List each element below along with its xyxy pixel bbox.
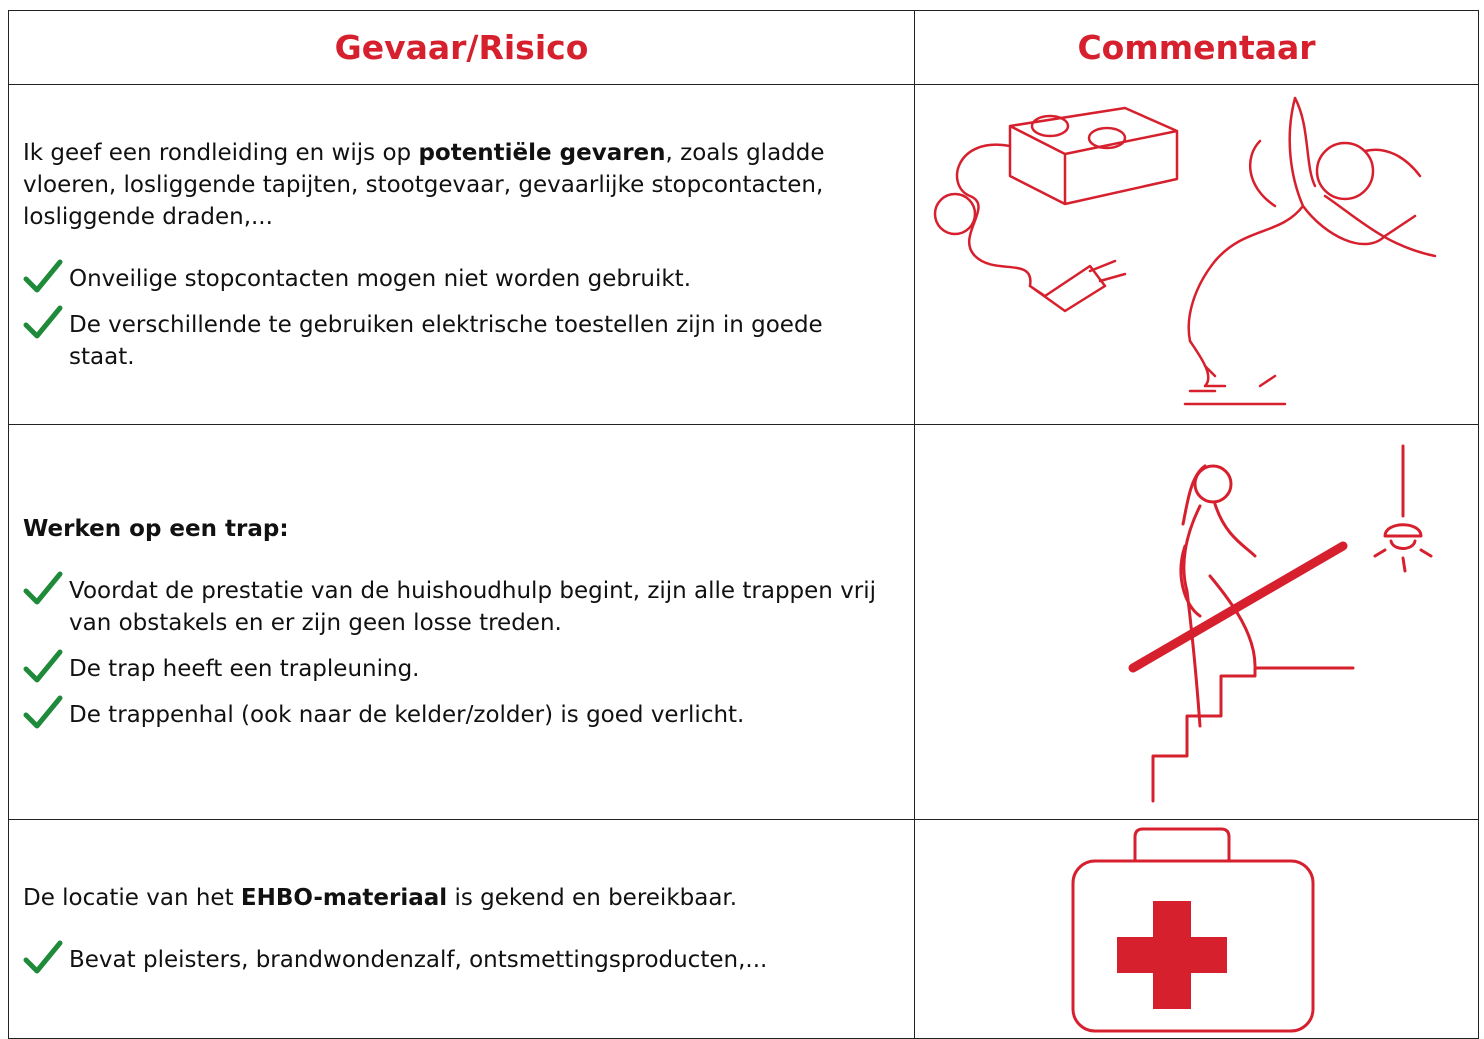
row: Werken op een trap: Voordat de prestatie…: [8, 424, 1479, 820]
check-icon: [23, 305, 63, 338]
check-icon: [23, 571, 63, 605]
cell: De locatie van het EHBO-materiaal is gek…: [8, 819, 915, 1039]
text: Ik geef een rondleiding en wijs op: [23, 139, 419, 166]
intro: De locatie van het EHBO-materiaal is gek…: [23, 882, 894, 914]
bold-text: EHBO-materiaal: [240, 885, 448, 911]
check-text: De verschillende te gebruiken elektrisch…: [69, 311, 823, 370]
header-cell: Gevaar/Risico: [8, 10, 915, 85]
cell-text: Ik geef een rondleiding en wijs op poten…: [9, 137, 914, 373]
check-text: Bevat pleisters, brandwondenzalf, ontsme…: [69, 947, 768, 973]
hazard-illustration: [933, 96, 1437, 405]
risk-table: Gevaar/Risico Commentaar Ik geef een ron…: [8, 10, 1479, 1039]
check-icon: [23, 649, 63, 683]
intro: Werken op een trap:: [23, 513, 894, 545]
check-icon: [23, 259, 63, 292]
check-text: Onveilige stopcontacten mogen niet worde…: [69, 265, 692, 292]
text: De locatie van het: [23, 885, 241, 911]
check-item: De verschillende te gebruiken elektrisch…: [23, 305, 894, 373]
intro: Ik geef een rondleiding en wijs op poten…: [23, 137, 894, 233]
check-text: Voordat de prestatie van de huishoudhulp…: [69, 578, 877, 636]
row: De locatie van het EHBO-materiaal is gek…: [8, 819, 1479, 1039]
check-text: De trappenhal (ook naar de kelder/zolder…: [69, 702, 745, 728]
header-cell: Commentaar: [914, 10, 1479, 85]
cell-text: Werken op een trap: Voordat de prestatie…: [9, 513, 914, 731]
check-item: Bevat pleisters, brandwondenzalf, ontsme…: [23, 940, 894, 976]
bold-text: potentiële gevaren: [418, 139, 666, 166]
cell: Ik geef een rondleiding en wijs op poten…: [8, 84, 915, 425]
bold-text: Werken op een trap:: [23, 516, 289, 542]
illustration-cell: [914, 424, 1479, 820]
check-item: De trappenhal (ook naar de kelder/zolder…: [23, 695, 894, 731]
header-row: Gevaar/Risico Commentaar: [8, 10, 1479, 85]
row: Ik geef een rondleiding en wijs op poten…: [8, 84, 1479, 425]
illustration-cell: [914, 84, 1479, 425]
illustration-cell: [914, 819, 1479, 1039]
check-icon: [23, 695, 63, 729]
stairs-illustration: [1128, 444, 1433, 802]
text: is gekend en bereikbaar.: [447, 885, 738, 911]
check-text: De trap heeft een trapleuning.: [69, 656, 420, 682]
cell-text: De locatie van het EHBO-materiaal is gek…: [9, 882, 914, 976]
text: , zoals gladde vloeren, losliggende tapi…: [23, 139, 825, 230]
check-item: Onveilige stopcontacten mogen niet worde…: [23, 259, 894, 295]
cell: Werken op een trap: Voordat de prestatie…: [8, 424, 915, 820]
first-aid-illustration: [1071, 827, 1315, 1032]
check-item: Voordat de prestatie van de huishoudhulp…: [23, 571, 894, 639]
check-item: De trap heeft een trapleuning.: [23, 649, 894, 685]
check-icon: [23, 940, 63, 974]
